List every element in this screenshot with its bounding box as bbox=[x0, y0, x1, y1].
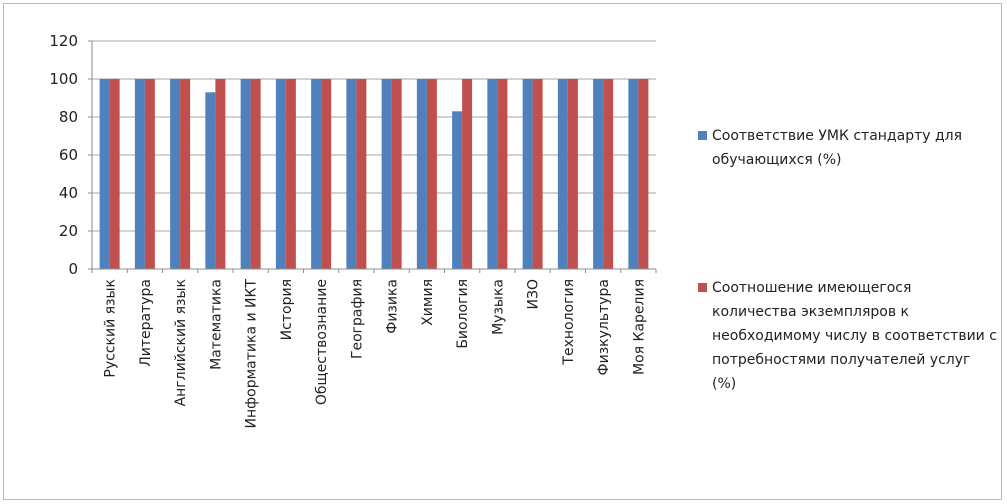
bar-series-2 bbox=[426, 79, 437, 269]
bar-series-2 bbox=[567, 79, 578, 269]
chart-frame: 0 20 40 60 80 100 120 Русский язык Литература Анг… bbox=[3, 3, 1002, 500]
bar-series-1 bbox=[416, 79, 427, 269]
bar-series-1 bbox=[275, 79, 286, 269]
bar-series-1 bbox=[557, 79, 568, 269]
bars bbox=[99, 79, 649, 269]
y-tick-label: 0 bbox=[68, 260, 78, 278]
x-tick-label: Литература bbox=[138, 279, 154, 367]
bar-series-2 bbox=[603, 79, 614, 269]
x-tick-label: Английский язык bbox=[173, 279, 189, 406]
x-tick-label: Технология bbox=[561, 279, 577, 366]
legend-item-series-1: Соответствие УМК стандарту для обучающих… bbox=[698, 124, 998, 172]
y-tick-label: 80 bbox=[59, 108, 78, 126]
bar-series-2 bbox=[250, 79, 261, 269]
bar-series-2 bbox=[462, 79, 473, 269]
x-tick-label: География bbox=[349, 279, 365, 359]
labels: 0 20 40 60 80 100 120 Русский язык Литература Анг… bbox=[49, 32, 647, 428]
x-tick-label: Моя Карелия bbox=[631, 279, 647, 375]
x-tick-label: Русский язык bbox=[103, 279, 119, 378]
x-tick-label: Химия bbox=[420, 279, 436, 326]
bar-series-1 bbox=[522, 79, 533, 269]
x-tick-label: Биология bbox=[455, 279, 471, 349]
bar-series-1 bbox=[452, 111, 463, 269]
x-tick-label: Физика bbox=[385, 279, 401, 334]
y-tick-label: 20 bbox=[59, 222, 78, 240]
x-tick-label: Обществознание bbox=[314, 279, 330, 405]
x-tick-label: История bbox=[279, 279, 295, 340]
bar-series-2 bbox=[391, 79, 402, 269]
x-tick-label: Физкультура bbox=[596, 279, 612, 375]
y-tick-label: 40 bbox=[59, 184, 78, 202]
bar-series-2 bbox=[356, 79, 367, 269]
bar-series-2 bbox=[144, 79, 155, 269]
bar-series-1 bbox=[346, 79, 357, 269]
bar-series-2 bbox=[638, 79, 649, 269]
legend-label-series-2: Соотношение имеющегося количества экземп… bbox=[712, 280, 997, 392]
bar-chart: 0 20 40 60 80 100 120 Русский язык Литература Анг… bbox=[49, 32, 657, 428]
axes bbox=[88, 40, 657, 273]
y-tick-label: 60 bbox=[59, 146, 78, 164]
x-tick-label: Музыка bbox=[490, 279, 506, 335]
bar-series-2 bbox=[321, 79, 332, 269]
bar-series-2 bbox=[532, 79, 543, 269]
bar-series-2 bbox=[180, 79, 191, 269]
bar-series-1 bbox=[487, 79, 498, 269]
bar-series-1 bbox=[593, 79, 604, 269]
legend-swatch-series-1 bbox=[698, 131, 707, 140]
bar-series-1 bbox=[205, 92, 216, 269]
bar-series-1 bbox=[628, 79, 639, 269]
bar-series-2 bbox=[285, 79, 296, 269]
x-tick-label: Информатика и ИКТ bbox=[244, 279, 260, 429]
x-tick-label: Математика bbox=[208, 279, 224, 370]
legend-item-series-2: Соотношение имеющегося количества экземп… bbox=[698, 276, 998, 396]
bar-series-1 bbox=[134, 79, 145, 269]
legend-label-series-1: Соответствие УМК стандарту для обучающих… bbox=[712, 128, 963, 168]
bar-series-1 bbox=[99, 79, 110, 269]
y-tick-label: 100 bbox=[49, 70, 78, 88]
bar-series-2 bbox=[215, 79, 226, 269]
legend-swatch-series-2 bbox=[698, 283, 707, 292]
bar-series-1 bbox=[381, 79, 392, 269]
bar-series-1 bbox=[170, 79, 181, 269]
bar-series-1 bbox=[311, 79, 322, 269]
bar-series-2 bbox=[109, 79, 120, 269]
bar-series-1 bbox=[240, 79, 251, 269]
bar-series-2 bbox=[497, 79, 508, 269]
y-tick-label: 120 bbox=[49, 32, 78, 50]
x-tick-label: ИЗО bbox=[526, 279, 542, 309]
